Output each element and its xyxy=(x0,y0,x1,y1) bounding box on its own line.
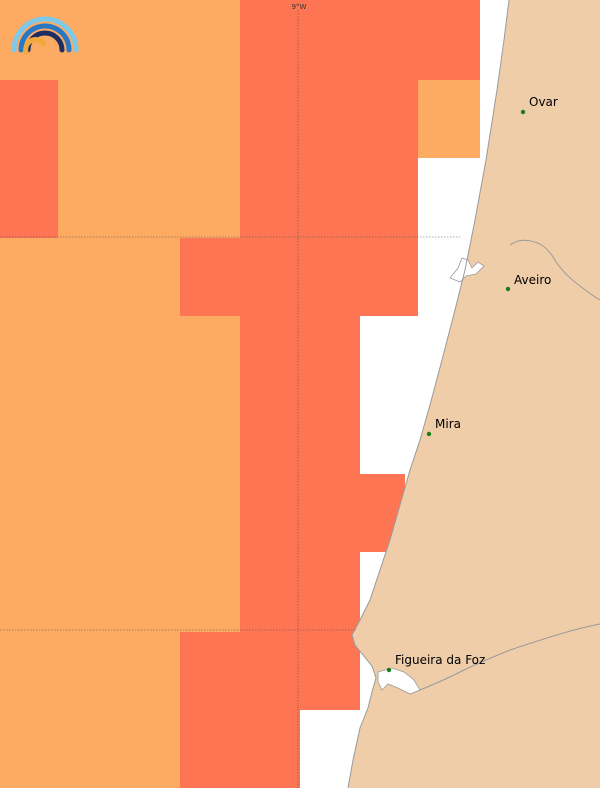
zone-cell xyxy=(0,80,58,238)
city-label: Ovar xyxy=(529,95,558,109)
coastline xyxy=(347,0,510,788)
city-label: Figueira da Foz xyxy=(395,653,485,667)
river-mondego xyxy=(419,623,600,691)
zone-cell xyxy=(0,238,180,316)
zone-cell xyxy=(180,710,300,788)
city-aveiro[interactable]: Aveiro xyxy=(505,273,552,292)
graticule xyxy=(0,10,460,788)
river-vouga xyxy=(509,239,600,301)
zone-cell xyxy=(240,0,480,80)
city-figueira-da-foz[interactable]: Figueira da Foz xyxy=(386,653,486,673)
city-label: Aveiro xyxy=(514,273,551,287)
zone-cell xyxy=(0,316,240,632)
city-marker xyxy=(386,667,392,673)
zone-cell xyxy=(240,474,405,552)
water-features xyxy=(377,239,600,695)
city-marker xyxy=(520,109,526,115)
zone-light-layer xyxy=(0,0,480,788)
city-mira[interactable]: Mira xyxy=(426,417,461,437)
city-label: Mira xyxy=(435,417,461,431)
zone-cell xyxy=(180,632,360,710)
logo-arc-mid xyxy=(18,23,72,53)
zone-dark-layer xyxy=(0,0,480,788)
logo-arc-sun xyxy=(23,37,47,55)
zone-cell xyxy=(58,80,240,238)
logo-arc-outer xyxy=(11,16,79,53)
zone-cell xyxy=(240,80,418,238)
zone-cell xyxy=(240,316,360,474)
ria-de-aveiro xyxy=(449,257,485,283)
zone-cell xyxy=(180,238,418,316)
zone-cell xyxy=(418,80,480,158)
city-marker xyxy=(505,286,511,292)
rainbow-logo-icon xyxy=(11,16,79,55)
city-ovar[interactable]: Ovar xyxy=(520,95,558,115)
land-portugal xyxy=(348,0,600,788)
mondego-estuary xyxy=(377,667,421,695)
city-marker xyxy=(426,431,432,437)
gridline-label: 9°W xyxy=(292,3,307,11)
zone-cell xyxy=(240,552,360,632)
zone-cell xyxy=(0,632,180,788)
